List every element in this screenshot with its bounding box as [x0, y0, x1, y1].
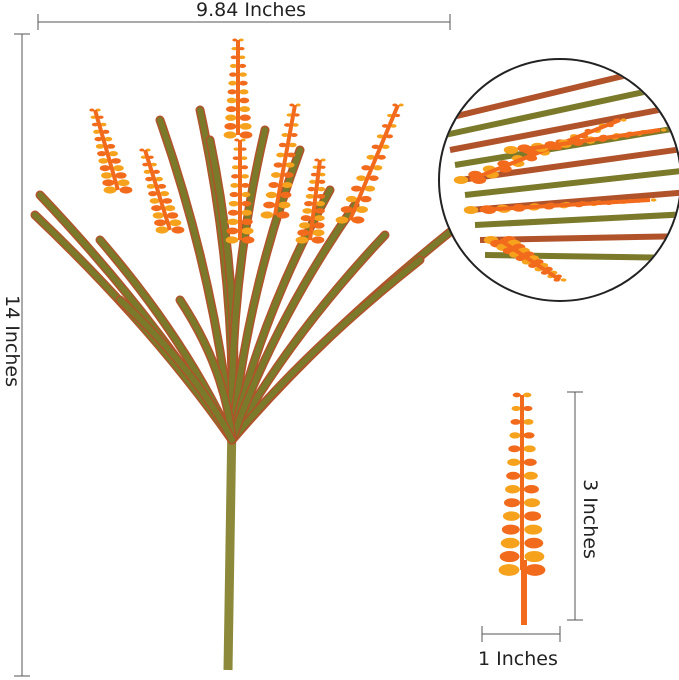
- flower-spike: [139, 148, 185, 234]
- single-flower: [498, 392, 546, 625]
- leaf: [177, 297, 235, 443]
- flower-height-label: 3 Inches: [578, 479, 601, 559]
- closeup-inset: [440, 60, 679, 300]
- closeup-circle-border: [438, 58, 679, 302]
- flower-spike: [295, 158, 326, 244]
- leaf: [229, 257, 423, 443]
- flower-spike: [89, 108, 133, 194]
- leaf: [117, 297, 235, 443]
- flower-spike: [225, 138, 255, 244]
- flower-spike: [223, 38, 253, 139]
- leaf: [229, 202, 358, 443]
- leaf: [229, 232, 388, 443]
- flower-width-label: 1 Inches: [478, 648, 558, 670]
- flower-spike: [335, 103, 404, 224]
- flower-spike: [260, 103, 301, 219]
- height-label: 14 Inches: [0, 295, 23, 387]
- flower-spikes: [89, 38, 404, 244]
- dimension-lines: [14, 14, 583, 677]
- leaf: [228, 127, 268, 443]
- stem: [223, 419, 237, 671]
- width-label: 9.84 Inches: [196, 0, 307, 21]
